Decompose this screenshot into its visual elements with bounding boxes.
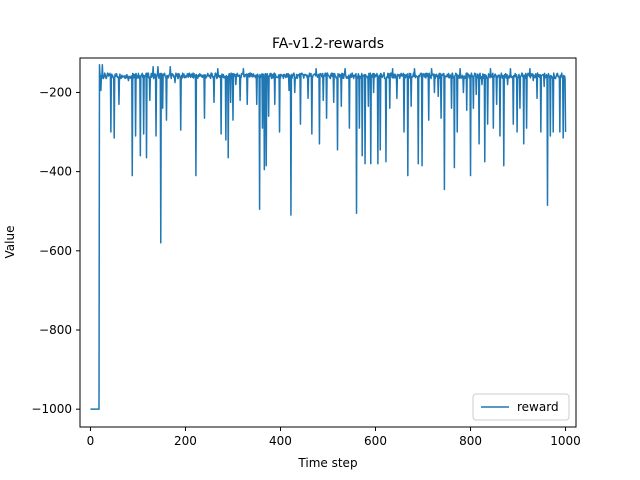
y-tick-label: −800 [39, 323, 72, 337]
axes: 0 200 400 600 800 1000 −1000 −800 −600 −400 −200 [31, 57, 581, 448]
x-axis-title: Time step [297, 456, 357, 470]
legend: reward [472, 393, 570, 421]
x-tick-label: 1000 [550, 434, 581, 448]
legend-box [472, 393, 570, 421]
x-tick-label: 200 [174, 434, 197, 448]
chart-title: FA-v1.2-rewards [272, 36, 384, 52]
y-tick-label: −1000 [31, 402, 72, 416]
axes-frame [79, 57, 577, 428]
legend-label: reward [517, 400, 559, 414]
y-tick-label: −400 [39, 165, 72, 179]
x-tick-label: 0 [87, 434, 95, 448]
y-tick-label: −200 [39, 85, 72, 99]
x-tick-label: 600 [364, 434, 387, 448]
x-tick-label: 800 [459, 434, 482, 448]
x-tick-label: 400 [269, 434, 292, 448]
plot-area [90, 63, 567, 410]
y-axis-title: Value [3, 226, 17, 259]
y-tick-label: −600 [39, 244, 72, 258]
series-line-reward [90, 63, 567, 410]
